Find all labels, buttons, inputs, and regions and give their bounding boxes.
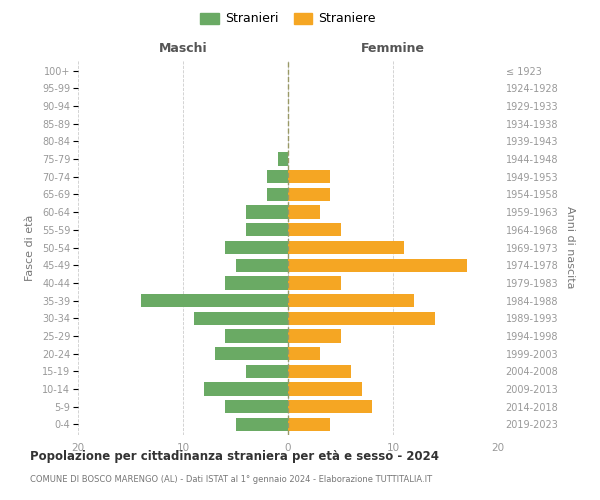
Y-axis label: Fasce di età: Fasce di età [25,214,35,280]
Bar [288,382,361,396]
Bar [193,312,288,325]
Bar [141,294,288,307]
Bar [225,330,288,342]
Bar [267,188,288,201]
Bar [225,241,288,254]
Bar [288,330,341,342]
Bar [277,152,288,166]
Bar [235,258,288,272]
Bar [288,364,351,378]
Bar [288,188,330,201]
Bar [288,347,320,360]
Bar [246,223,288,236]
Bar [204,382,288,396]
Bar [288,312,435,325]
Legend: Stranieri, Straniere: Stranieri, Straniere [196,8,380,29]
Bar [288,223,341,236]
Bar [288,400,372,413]
Bar [246,206,288,219]
Bar [288,294,414,307]
Y-axis label: Anni di nascita: Anni di nascita [565,206,575,289]
Bar [288,276,341,289]
Text: Maschi: Maschi [158,42,208,54]
Bar [288,258,467,272]
Bar [225,400,288,413]
Text: Femmine: Femmine [361,42,425,54]
Bar [267,170,288,183]
Bar [246,364,288,378]
Text: COMUNE DI BOSCO MARENGO (AL) - Dati ISTAT al 1° gennaio 2024 - Elaborazione TUTT: COMUNE DI BOSCO MARENGO (AL) - Dati ISTA… [30,475,432,484]
Bar [235,418,288,431]
Bar [215,347,288,360]
Bar [288,418,330,431]
Bar [288,206,320,219]
Bar [288,241,404,254]
Bar [288,170,330,183]
Bar [225,276,288,289]
Text: Popolazione per cittadinanza straniera per età e sesso - 2024: Popolazione per cittadinanza straniera p… [30,450,439,463]
